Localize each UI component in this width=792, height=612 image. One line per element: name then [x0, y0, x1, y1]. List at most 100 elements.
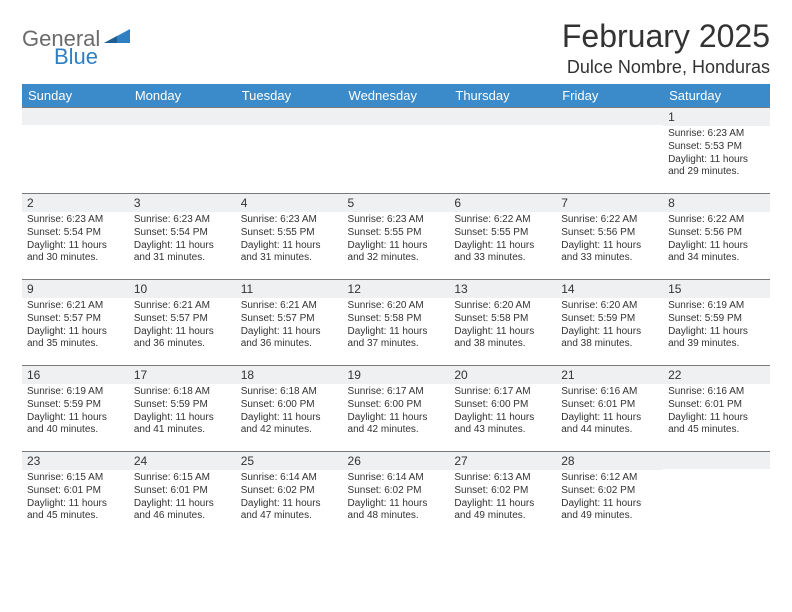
calendar-day-cell: 27Sunrise: 6:13 AMSunset: 6:02 PMDayligh…	[449, 451, 556, 537]
day-body: Sunrise: 6:21 AMSunset: 5:57 PMDaylight:…	[22, 298, 129, 355]
day-info-line: Sunrise: 6:20 AM	[454, 300, 551, 313]
day-number: 20	[449, 365, 556, 384]
day-number	[236, 107, 343, 125]
day-info-line: Daylight: 11 hours and 31 minutes.	[134, 240, 231, 266]
weekday-header-cell: Saturday	[663, 84, 770, 107]
day-info-line: Sunrise: 6:21 AM	[134, 300, 231, 313]
day-body: Sunrise: 6:14 AMSunset: 6:02 PMDaylight:…	[236, 470, 343, 527]
day-number: 1	[663, 107, 770, 126]
day-info-line: Sunrise: 6:23 AM	[348, 214, 445, 227]
day-number: 7	[556, 193, 663, 212]
day-info-line: Sunrise: 6:18 AM	[134, 386, 231, 399]
day-info-line: Daylight: 11 hours and 49 minutes.	[561, 498, 658, 524]
day-number: 5	[343, 193, 450, 212]
day-info-line: Sunset: 5:57 PM	[241, 313, 338, 326]
day-info-line: Daylight: 11 hours and 35 minutes.	[27, 326, 124, 352]
calendar-day-cell: 7Sunrise: 6:22 AMSunset: 5:56 PMDaylight…	[556, 193, 663, 279]
calendar-day-cell: 2Sunrise: 6:23 AMSunset: 5:54 PMDaylight…	[22, 193, 129, 279]
day-info-line: Sunrise: 6:23 AM	[134, 214, 231, 227]
calendar-day-cell: 20Sunrise: 6:17 AMSunset: 6:00 PMDayligh…	[449, 365, 556, 451]
month-title: February 2025	[562, 18, 770, 55]
weekday-header-cell: Tuesday	[236, 84, 343, 107]
calendar-day-cell: 9Sunrise: 6:21 AMSunset: 5:57 PMDaylight…	[22, 279, 129, 365]
day-info-line: Sunrise: 6:17 AM	[348, 386, 445, 399]
day-info-line: Daylight: 11 hours and 32 minutes.	[348, 240, 445, 266]
brand-part2-wrap: Blue	[54, 44, 98, 70]
day-body: Sunrise: 6:19 AMSunset: 5:59 PMDaylight:…	[663, 298, 770, 355]
day-info-line: Sunrise: 6:14 AM	[348, 472, 445, 485]
day-info-line: Sunset: 6:02 PM	[561, 485, 658, 498]
day-info-line: Daylight: 11 hours and 33 minutes.	[561, 240, 658, 266]
day-info-line: Daylight: 11 hours and 38 minutes.	[561, 326, 658, 352]
day-info-line: Sunset: 5:59 PM	[561, 313, 658, 326]
calendar-day-cell: 1Sunrise: 6:23 AMSunset: 5:53 PMDaylight…	[663, 107, 770, 193]
calendar-day-cell: 26Sunrise: 6:14 AMSunset: 6:02 PMDayligh…	[343, 451, 450, 537]
day-info-line: Sunset: 5:56 PM	[668, 227, 765, 240]
day-number	[129, 107, 236, 125]
day-number	[449, 107, 556, 125]
day-number: 23	[22, 451, 129, 470]
calendar-day-cell: 28Sunrise: 6:12 AMSunset: 6:02 PMDayligh…	[556, 451, 663, 537]
day-info-line: Daylight: 11 hours and 34 minutes.	[668, 240, 765, 266]
day-info-line: Sunrise: 6:14 AM	[241, 472, 338, 485]
calendar-day-cell: 22Sunrise: 6:16 AMSunset: 6:01 PMDayligh…	[663, 365, 770, 451]
day-info-line: Sunset: 6:00 PM	[241, 399, 338, 412]
day-info-line: Sunset: 6:02 PM	[348, 485, 445, 498]
day-body: Sunrise: 6:16 AMSunset: 6:01 PMDaylight:…	[663, 384, 770, 441]
day-info-line: Daylight: 11 hours and 31 minutes.	[241, 240, 338, 266]
calendar-day-cell: 24Sunrise: 6:15 AMSunset: 6:01 PMDayligh…	[129, 451, 236, 537]
day-info-line: Daylight: 11 hours and 39 minutes.	[668, 326, 765, 352]
weekday-header-cell: Wednesday	[343, 84, 450, 107]
day-info-line: Daylight: 11 hours and 42 minutes.	[348, 412, 445, 438]
day-number	[343, 107, 450, 125]
calendar-day-cell: 4Sunrise: 6:23 AMSunset: 5:55 PMDaylight…	[236, 193, 343, 279]
day-body: Sunrise: 6:23 AMSunset: 5:53 PMDaylight:…	[663, 126, 770, 183]
day-body: Sunrise: 6:16 AMSunset: 6:01 PMDaylight:…	[556, 384, 663, 441]
day-number: 15	[663, 279, 770, 298]
calendar-day-cell: 16Sunrise: 6:19 AMSunset: 5:59 PMDayligh…	[22, 365, 129, 451]
day-info-line: Sunrise: 6:16 AM	[668, 386, 765, 399]
day-body: Sunrise: 6:19 AMSunset: 5:59 PMDaylight:…	[22, 384, 129, 441]
day-info-line: Sunset: 5:57 PM	[27, 313, 124, 326]
calendar-day-cell: 23Sunrise: 6:15 AMSunset: 6:01 PMDayligh…	[22, 451, 129, 537]
day-info-line: Daylight: 11 hours and 41 minutes.	[134, 412, 231, 438]
day-number: 17	[129, 365, 236, 384]
day-number: 13	[449, 279, 556, 298]
calendar-day-cell: 25Sunrise: 6:14 AMSunset: 6:02 PMDayligh…	[236, 451, 343, 537]
day-info-line: Sunrise: 6:22 AM	[668, 214, 765, 227]
day-info-line: Sunset: 5:56 PM	[561, 227, 658, 240]
day-info-line: Daylight: 11 hours and 45 minutes.	[668, 412, 765, 438]
day-info-line: Sunset: 6:02 PM	[241, 485, 338, 498]
calendar-day-cell: 6Sunrise: 6:22 AMSunset: 5:55 PMDaylight…	[449, 193, 556, 279]
calendar-day-cell: 13Sunrise: 6:20 AMSunset: 5:58 PMDayligh…	[449, 279, 556, 365]
calendar-day-cell	[663, 451, 770, 537]
day-info-line: Daylight: 11 hours and 40 minutes.	[27, 412, 124, 438]
brand-part2: Blue	[54, 44, 98, 69]
calendar-day-cell	[343, 107, 450, 193]
day-info-line: Sunset: 5:53 PM	[668, 141, 765, 154]
day-number: 16	[22, 365, 129, 384]
day-info-line: Sunrise: 6:19 AM	[27, 386, 124, 399]
title-block: February 2025 Dulce Nombre, Honduras	[562, 18, 770, 78]
day-number: 14	[556, 279, 663, 298]
calendar-day-cell: 5Sunrise: 6:23 AMSunset: 5:55 PMDaylight…	[343, 193, 450, 279]
day-number	[22, 107, 129, 125]
day-body: Sunrise: 6:13 AMSunset: 6:02 PMDaylight:…	[449, 470, 556, 527]
calendar-week-row: 23Sunrise: 6:15 AMSunset: 6:01 PMDayligh…	[22, 451, 770, 537]
day-info-line: Sunrise: 6:12 AM	[561, 472, 658, 485]
day-number: 18	[236, 365, 343, 384]
calendar-day-cell: 19Sunrise: 6:17 AMSunset: 6:00 PMDayligh…	[343, 365, 450, 451]
day-body: Sunrise: 6:22 AMSunset: 5:56 PMDaylight:…	[663, 212, 770, 269]
day-body: Sunrise: 6:18 AMSunset: 6:00 PMDaylight:…	[236, 384, 343, 441]
day-info-line: Sunrise: 6:23 AM	[27, 214, 124, 227]
day-number: 11	[236, 279, 343, 298]
calendar-table: SundayMondayTuesdayWednesdayThursdayFrid…	[22, 84, 770, 537]
day-number: 25	[236, 451, 343, 470]
calendar-day-cell: 3Sunrise: 6:23 AMSunset: 5:54 PMDaylight…	[129, 193, 236, 279]
header: General February 2025 Dulce Nombre, Hond…	[22, 18, 770, 78]
calendar-day-cell: 10Sunrise: 6:21 AMSunset: 5:57 PMDayligh…	[129, 279, 236, 365]
day-number: 19	[343, 365, 450, 384]
calendar-week-row: 1Sunrise: 6:23 AMSunset: 5:53 PMDaylight…	[22, 107, 770, 193]
day-body: Sunrise: 6:21 AMSunset: 5:57 PMDaylight:…	[236, 298, 343, 355]
day-body: Sunrise: 6:23 AMSunset: 5:55 PMDaylight:…	[343, 212, 450, 269]
